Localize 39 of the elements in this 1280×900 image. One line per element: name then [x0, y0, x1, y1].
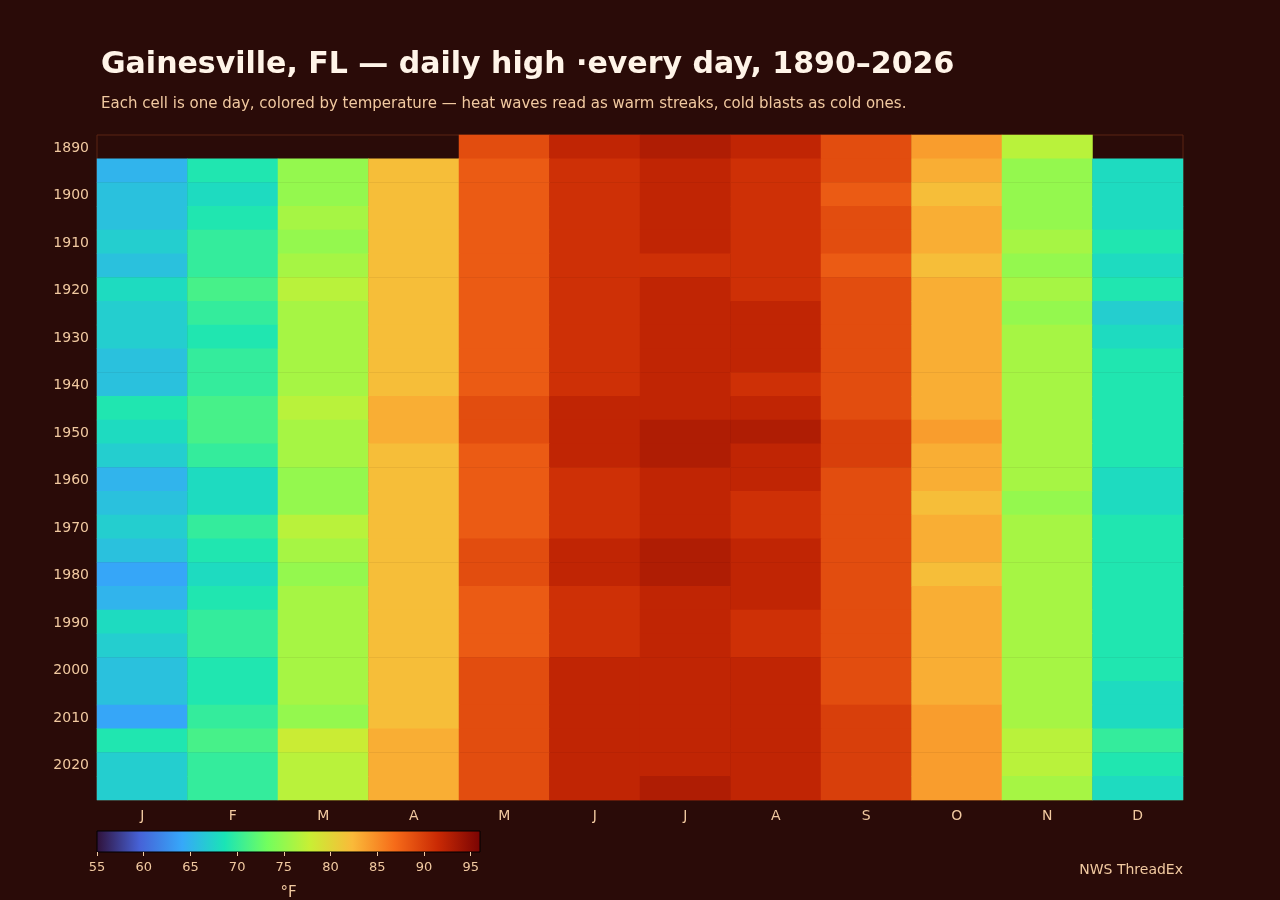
y-tick-label: 1920 [53, 281, 89, 298]
y-tick-label: 1990 [53, 613, 89, 630]
y-tick-label: 1910 [53, 233, 89, 250]
x-tick-label: S [861, 807, 871, 823]
color-bar-label: 75 [275, 859, 293, 874]
y-tick-label: 1900 [53, 186, 89, 203]
y-tick-label: 1980 [53, 566, 89, 583]
x-tick-label: A [408, 807, 419, 823]
x-tick-label: O [951, 807, 963, 823]
y-tick-label: 2010 [53, 708, 89, 725]
x-tick-label: A [770, 807, 781, 823]
color-bar-label: 85 [368, 859, 386, 874]
chart-subtitle: Each cell is one day, colored by temperature — heat waves read as warm streaks, cold blasts as cold ones. [101, 93, 907, 112]
x-tick-label: J [591, 807, 597, 823]
y-tick-label: 1970 [53, 518, 89, 535]
color-bar-label: 65 [182, 859, 199, 874]
color-bar-label: 95 [462, 859, 479, 874]
color-bar-label: 80 [322, 859, 339, 874]
x-tick-label: N [1042, 807, 1053, 823]
text: NWS ThreadEx [1079, 861, 1183, 877]
chart-title: Gainesville, FL — daily high ·every day, 1890–2026 [101, 44, 955, 80]
y-tick-label: 1930 [53, 328, 89, 345]
y-tick-label: 2000 [53, 661, 89, 678]
y-tick-label: 1950 [53, 423, 89, 440]
x-tick-label: M [498, 807, 511, 823]
x-tick-label: M [317, 807, 330, 823]
color-bar-title: °F [280, 882, 297, 900]
y-tick-label: 2020 [53, 756, 89, 773]
y-tick-label: 1890 [53, 138, 89, 155]
x-tick-label: F [228, 807, 237, 823]
y-tick-label: 1940 [53, 376, 89, 393]
color-bar-label: 70 [228, 859, 246, 874]
color-bar-label: 90 [415, 859, 433, 874]
x-tick-label: J [682, 807, 688, 823]
color-bar-label: 55 [88, 859, 106, 874]
y-tick-label: 1960 [53, 471, 89, 488]
x-tick-label: D [1132, 807, 1144, 823]
color-bar-label: 60 [135, 859, 152, 874]
x-tick-label: J [139, 807, 145, 823]
